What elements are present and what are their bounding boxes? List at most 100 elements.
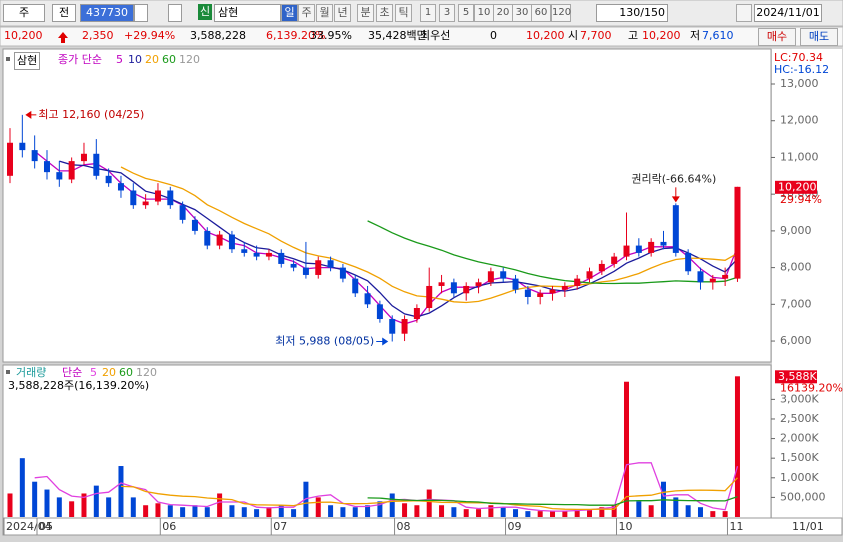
- volume-bar: [365, 505, 371, 517]
- volume-bar: [118, 466, 124, 517]
- moving-average: [367, 220, 738, 285]
- info-amount: 35,428백만: [368, 29, 427, 42]
- volume-bar: [476, 509, 482, 517]
- badge: 신: [198, 4, 212, 20]
- legend-entry: 5: [116, 53, 123, 66]
- x-tick-label: 06: [162, 520, 176, 533]
- candle-body: [611, 256, 618, 264]
- volume-bar: [513, 509, 519, 517]
- candle-body: [512, 278, 519, 290]
- y-tick-label: 9,000: [780, 224, 812, 237]
- candle-body: [475, 282, 482, 286]
- candle-body: [7, 142, 13, 176]
- name-input[interactable]: 삼현: [214, 4, 281, 22]
- y-tick-label: 13,000: [780, 77, 819, 90]
- period-button[interactable]: 분: [357, 4, 374, 22]
- legend-entry: 10: [128, 53, 142, 66]
- info-volume-rate: 6,139.20%: [266, 29, 326, 42]
- volume-box-label: 3,588K: [778, 370, 817, 383]
- volume-bar: [599, 507, 605, 517]
- candle-body: [43, 161, 50, 173]
- candle-body: [500, 271, 507, 279]
- volume-header: 3,588,228주(16,139.20%): [8, 379, 150, 392]
- candle-body: [389, 319, 396, 334]
- volume-bar: [648, 505, 654, 517]
- volume-bar: [266, 507, 272, 517]
- volume-bar: [611, 505, 617, 517]
- info-bg: [0, 26, 843, 47]
- date-input[interactable]: 2024/11/01: [754, 4, 822, 22]
- candle-body: [660, 241, 667, 246]
- interval-button[interactable]: 120: [551, 4, 571, 22]
- price-panel: [2, 48, 772, 363]
- volume-bar: [352, 507, 358, 517]
- volume-bar: [291, 509, 297, 517]
- volume-bar: [143, 505, 149, 517]
- candle-body: [167, 190, 174, 206]
- x-tick-label: 10: [619, 520, 633, 533]
- period-button[interactable]: 년: [334, 4, 351, 22]
- legend-entry: 5: [90, 366, 97, 379]
- volume-bar: [315, 497, 321, 517]
- volume-rate-label: 16139.20%: [780, 381, 843, 394]
- candle-body: [327, 260, 334, 268]
- legend-entry: 120: [179, 53, 200, 66]
- volume-bar: [550, 511, 556, 517]
- volume-bar: [673, 497, 679, 517]
- volume-legend-title: 단순: [62, 366, 83, 379]
- candle-body: [635, 245, 642, 253]
- interval-button[interactable]: 10: [474, 4, 494, 22]
- candle-body: [413, 307, 420, 320]
- legend-marker: [6, 370, 10, 374]
- interval-button[interactable]: 1: [420, 4, 436, 22]
- candle-body: [574, 278, 581, 286]
- up-arrow: [58, 32, 68, 43]
- candle-body: [537, 293, 544, 297]
- candle-body: [290, 263, 297, 268]
- market-select[interactable]: 주: [3, 4, 45, 22]
- candle-body: [265, 252, 272, 257]
- volume-bar: [93, 485, 99, 517]
- interval-button[interactable]: 3: [439, 4, 455, 22]
- period-button[interactable]: 초: [376, 4, 393, 22]
- volume-bar: [636, 501, 642, 517]
- interval-button[interactable]: 60: [531, 4, 551, 22]
- volume-bar: [340, 507, 346, 517]
- interval-button[interactable]: 20: [493, 4, 513, 22]
- volume-bar: [278, 505, 284, 517]
- volume-bar: [106, 497, 112, 517]
- candle-body: [130, 190, 137, 206]
- volume-box: [775, 370, 817, 384]
- sound-icon[interactable]: [168, 4, 182, 22]
- interval-button[interactable]: 30: [512, 4, 532, 22]
- volume-legend-name: 거래량: [16, 366, 47, 379]
- sell-button[interactable]: 매도: [800, 28, 838, 46]
- axis-panel: [772, 49, 842, 518]
- period-button[interactable]: 주: [298, 4, 315, 22]
- info-best-price: 10,200: [526, 29, 565, 42]
- counter-input[interactable]: 130/150: [596, 4, 668, 22]
- hc-label: HC:-16.12: [774, 63, 830, 76]
- candle-body: [524, 289, 531, 297]
- period-button[interactable]: 틱: [395, 4, 412, 22]
- kind-select[interactable]: 전: [52, 4, 76, 22]
- info-best-label: 최우선: [420, 29, 451, 42]
- candle-body: [376, 304, 383, 320]
- period-button[interactable]: 월: [316, 4, 333, 22]
- volume-bar: [500, 507, 506, 517]
- volume-bar: [19, 458, 25, 517]
- volume-bar: [155, 503, 161, 517]
- x-tick-label: 07: [273, 520, 287, 533]
- info-turnover: 33.95%: [310, 29, 352, 42]
- low-arrow: [382, 337, 389, 346]
- volume-bar: [56, 497, 62, 517]
- interval-button[interactable]: 5: [458, 4, 474, 22]
- period-button[interactable]: 일: [281, 4, 298, 22]
- buy-button[interactable]: 매수: [758, 28, 796, 46]
- y-tick-label: 11,000: [780, 150, 819, 163]
- y-tick-label: 3,000K: [780, 392, 819, 405]
- settings-icon[interactable]: [736, 4, 752, 22]
- code-dropdown[interactable]: [134, 4, 148, 22]
- candle-body: [426, 285, 433, 308]
- code-input[interactable]: 437730: [80, 4, 134, 22]
